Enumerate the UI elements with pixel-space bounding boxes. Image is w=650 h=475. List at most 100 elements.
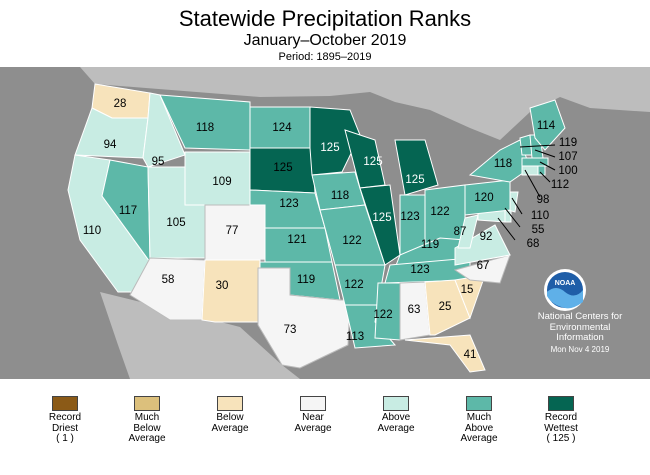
legend-label: Wettest (544, 422, 578, 434)
legend-label: Average (294, 422, 332, 434)
map-period: Period: 1895–2019 (278, 51, 372, 63)
label-ky: 119 (421, 239, 439, 251)
label-wy: 109 (212, 176, 231, 188)
legend-item: Record Driest( 1 ) (20, 388, 110, 445)
legend-item: Much Below Average (102, 388, 192, 445)
label-sd: 125 (273, 162, 292, 174)
label-ok: 119 (297, 274, 315, 286)
label-in: 123 (400, 211, 419, 223)
label-ri: 112 (551, 179, 569, 191)
legend-label: Below (133, 422, 161, 434)
label-vt: 119 (559, 137, 577, 149)
label-tx: 73 (284, 324, 297, 336)
legend-swatch (548, 396, 574, 411)
legend-label: ( 1 ) (56, 433, 74, 444)
legend-label: Average (128, 433, 166, 444)
state-ri[interactable] (537, 165, 546, 176)
legend-swatch (52, 396, 78, 411)
label-il: 125 (372, 212, 391, 224)
precipitation-map: 28 94 110 117 95 118 109 105 77 58 30 12… (0, 67, 650, 379)
ncei-line3: Information (556, 332, 604, 343)
label-ut: 105 (166, 217, 185, 229)
legend-item: Much Above Average (434, 388, 524, 445)
legend-label: Above (381, 412, 411, 423)
state-az[interactable] (129, 257, 206, 321)
label-al: 63 (408, 304, 421, 316)
label-de: 55 (532, 224, 545, 236)
legend-item: Above Average (351, 388, 441, 434)
legend-label: ( 125 ) (546, 433, 576, 444)
label-nh: 107 (558, 151, 577, 163)
label-wi: 125 (363, 156, 382, 168)
label-ct: 98 (537, 194, 550, 206)
state-mn[interactable] (309, 106, 361, 176)
legend-swatch (300, 396, 326, 411)
state-wv[interactable] (457, 214, 479, 249)
label-ma: 100 (558, 165, 577, 177)
state-mi[interactable] (394, 139, 439, 196)
legend-swatch (466, 396, 492, 411)
map-date: Mon Nov 4 2019 (550, 345, 610, 354)
legend-label: Average (377, 422, 415, 434)
legend-swatch (217, 396, 243, 411)
label-sc: 15 (461, 284, 474, 296)
legend-item: Below Average (185, 388, 275, 434)
label-la: 113 (346, 331, 364, 343)
noaa-logo: NOAA (544, 269, 586, 311)
label-ne: 123 (279, 198, 298, 210)
ncei-line1: National Centers for (537, 311, 623, 322)
state-pa[interactable] (464, 179, 511, 216)
label-va: 92 (480, 231, 493, 243)
label-id: 95 (152, 156, 165, 168)
legend-label: Driest (51, 422, 79, 434)
state-nm[interactable] (201, 259, 261, 323)
ncei-line2: Environmental (549, 321, 611, 333)
label-oh: 122 (430, 206, 449, 218)
label-nd: 124 (272, 122, 292, 134)
label-co: 77 (226, 225, 239, 237)
label-ms: 122 (373, 309, 392, 321)
legend-item: Near Average (268, 388, 358, 434)
label-nv: 117 (119, 205, 137, 217)
label-me: 114 (537, 120, 556, 132)
state-nc[interactable] (453, 254, 511, 284)
label-nc: 67 (477, 260, 490, 272)
map-title: Statewide Precipitation Ranks (178, 6, 472, 31)
legend-label: Much (466, 412, 492, 423)
label-nj: 110 (531, 210, 549, 222)
label-ks: 121 (287, 234, 306, 246)
label-ga: 25 (439, 301, 452, 313)
us-map-svg: 28 94 110 117 95 118 109 105 77 58 30 12… (0, 67, 650, 379)
legend-label: Record (544, 412, 578, 423)
label-ny: 118 (494, 158, 512, 170)
label-mn: 125 (320, 142, 339, 154)
label-pa: 120 (474, 192, 493, 204)
legend-label: Record (48, 412, 82, 423)
label-wv: 87 (454, 226, 467, 238)
label-or: 94 (104, 139, 117, 151)
legend-label: Near (302, 412, 324, 423)
legend-item: Record Wettest( 125 ) (516, 388, 606, 445)
state-fl[interactable] (404, 334, 486, 373)
state-ma[interactable] (521, 157, 549, 167)
label-mi: 125 (405, 174, 424, 186)
label-az: 58 (162, 274, 175, 286)
noaa-logo-text: NOAA (555, 280, 576, 287)
label-md: 68 (527, 238, 540, 250)
legend-swatch (383, 396, 409, 411)
legend-swatch (134, 396, 160, 411)
label-mt: 118 (196, 122, 214, 134)
state-ga[interactable] (424, 279, 471, 336)
canada-landmass (0, 67, 650, 140)
legend: Record Driest( 1 ) Much Below Average Below Av… (0, 388, 650, 475)
legend-label: Average (211, 422, 249, 434)
legend-label: Below (216, 412, 244, 423)
label-ar: 122 (344, 279, 363, 291)
state-ct[interactable] (521, 165, 539, 176)
legend-label: Above (464, 422, 494, 434)
map-subtitle: January–October 2019 (243, 32, 407, 49)
label-ia: 118 (331, 190, 349, 202)
legend-label: Average (460, 433, 498, 444)
state-me[interactable] (529, 99, 566, 151)
state-va[interactable] (454, 224, 511, 266)
